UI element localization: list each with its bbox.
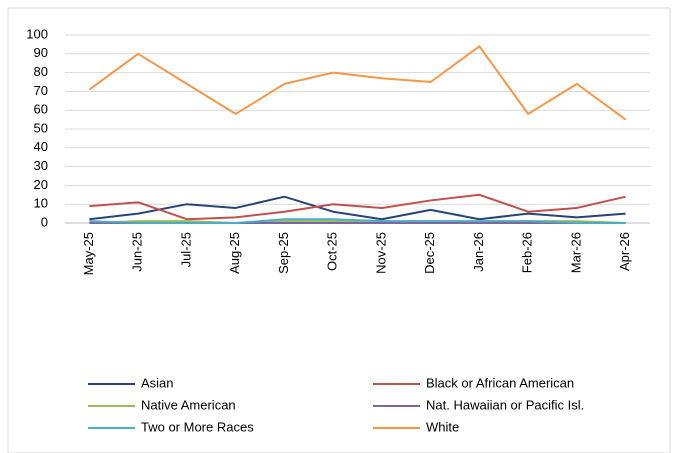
x-tick-label: Jan-26 — [471, 232, 486, 272]
x-tick-label: Nov-25 — [373, 232, 388, 274]
x-tick-label: Dec-25 — [422, 232, 437, 274]
series-line — [88, 45, 627, 121]
x-tick-label: May-25 — [81, 232, 96, 275]
y-tick-label: 60 — [34, 102, 48, 117]
chart-frame — [7, 7, 671, 453]
y-tick-label: 30 — [34, 158, 48, 173]
series-line — [89, 218, 626, 224]
x-tick-label: Apr-26 — [617, 232, 632, 271]
y-tick-label: 80 — [34, 64, 48, 79]
x-tick-label: Feb-26 — [520, 232, 535, 273]
legend-label: Native American — [141, 397, 236, 412]
legend-label: White — [426, 419, 459, 434]
y-tick-label: 100 — [26, 26, 48, 41]
x-tick-label: Mar-26 — [568, 232, 583, 273]
x-tick-label: Jun-25 — [130, 232, 145, 272]
y-tick-label: 20 — [34, 177, 48, 192]
series-line — [89, 193, 626, 221]
y-tick-label: 50 — [34, 120, 48, 135]
x-tick-label: Aug-25 — [227, 232, 242, 274]
series-line — [89, 195, 626, 221]
y-tick-label: 40 — [34, 139, 48, 154]
y-tick-label: 0 — [41, 214, 48, 229]
legend-label: Two or More Races — [141, 419, 254, 434]
y-tick-label: 10 — [34, 196, 48, 211]
y-tick-label: 70 — [34, 83, 48, 98]
legend-label: Black or African American — [426, 375, 574, 390]
legend-label: Nat. Hawaiian or Pacific Isl. — [426, 397, 584, 412]
legend-label: Asian — [141, 375, 174, 390]
y-tick-label: 90 — [34, 45, 48, 60]
x-tick-label: Oct-25 — [325, 232, 340, 271]
x-tick-label: Jul-25 — [178, 232, 193, 267]
x-tick-label: Sep-25 — [276, 232, 291, 274]
